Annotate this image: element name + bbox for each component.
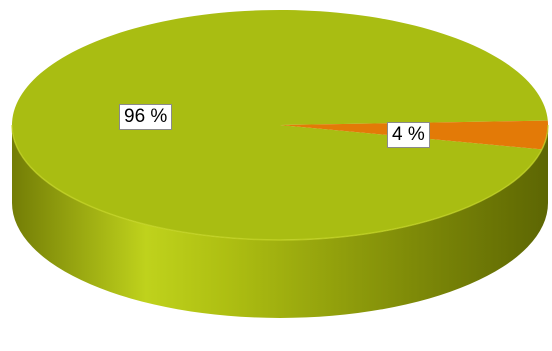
slice-label-4: 4 %	[387, 122, 430, 148]
pie-rim-highlight	[11, 124, 549, 241]
pie-slice-96	[11, 10, 548, 241]
pie-side-wall	[12, 125, 548, 318]
slice-label-96: 96 %	[119, 104, 173, 130]
